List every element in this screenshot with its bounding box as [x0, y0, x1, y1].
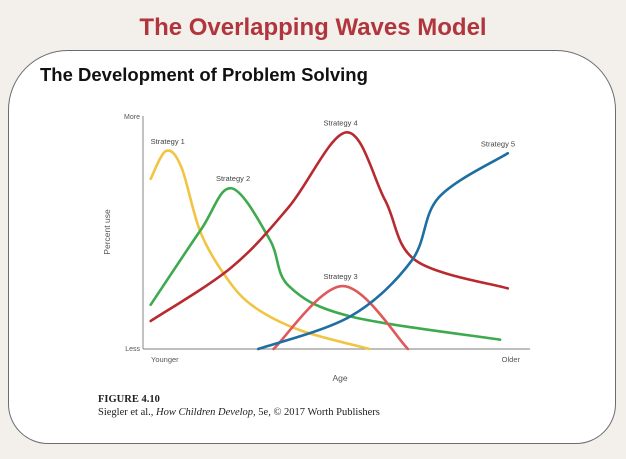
- series-line-2: [149, 186, 502, 341]
- y-axis-label: Percent use: [102, 209, 112, 255]
- credit-prefix: Siegler et al.,: [98, 407, 157, 418]
- series-label-4: Strategy 4: [323, 118, 357, 127]
- credit-book: How Children Develop,: [156, 407, 256, 418]
- slide-title: The Overlapping Waves Model: [139, 14, 487, 41]
- y-tick-less: Less: [125, 346, 140, 353]
- x-tick-younger: Younger: [151, 355, 179, 364]
- series-label-3: Strategy 3: [323, 272, 357, 281]
- series-label-5: Strategy 5: [481, 139, 515, 148]
- series-line-1: [149, 149, 371, 351]
- x-tick-older: Older: [502, 355, 521, 364]
- series-line-4: [149, 131, 510, 323]
- series-label-1: Strategy 1: [151, 137, 185, 146]
- card-title: The Development of Problem Solving: [40, 64, 368, 85]
- figure-credit: Siegler et al., How Children Develop, 5e…: [98, 407, 380, 418]
- series-line-5: [256, 151, 510, 351]
- figure-label: FIGURE 4.10: [98, 394, 160, 405]
- x-axis-label: Age: [332, 373, 347, 383]
- figure-card: [8, 50, 616, 444]
- credit-suffix: 5e, © 2017 Worth Publishers: [255, 407, 380, 418]
- series-line-3: [272, 284, 410, 351]
- y-tick-more: More: [124, 114, 140, 121]
- series-label-2: Strategy 2: [216, 174, 250, 183]
